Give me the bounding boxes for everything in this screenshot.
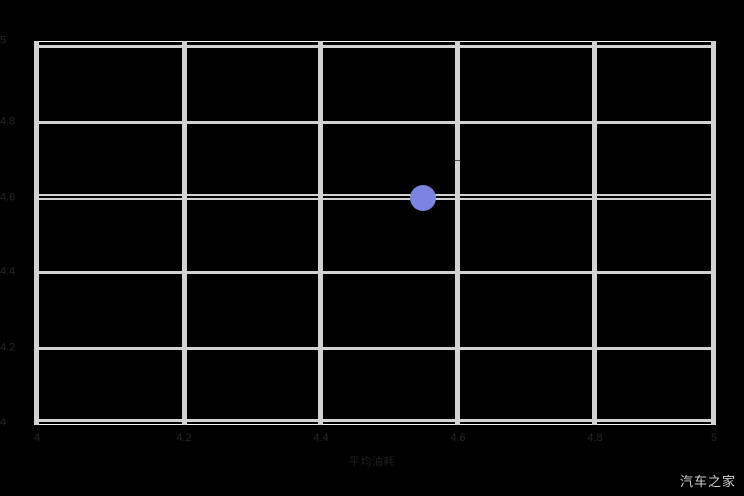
x-tick-label: 4.8 (587, 432, 603, 444)
plot-frame-bottom (34, 424, 716, 425)
gridline-vertical (455, 41, 460, 425)
gridline-vertical (711, 41, 716, 425)
gridline-horizontal (34, 45, 716, 48)
gridline-vertical (182, 41, 187, 425)
gridline-horizontal (34, 194, 716, 200)
y-tick-label: 4 (0, 416, 7, 429)
gridline-horizontal (34, 271, 716, 274)
y-axis-ticks: 5 4.8 4.6 4.4 4.2 4 (0, 0, 30, 496)
plot-area: | (34, 41, 716, 425)
data-point-marker[interactable] (409, 185, 436, 212)
gridline-horizontal (34, 121, 716, 124)
x-tick-label: 4.4 (313, 432, 329, 444)
gridline-vertical (34, 41, 39, 425)
x-tick-label: 4.6 (450, 432, 466, 444)
y-tick-label: 4.4 (0, 265, 16, 278)
y-tick-label: 4.8 (0, 115, 16, 128)
gridline-horizontal (34, 347, 716, 350)
watermark-autohome: 汽车之家 (679, 475, 736, 490)
plot-frame-top (34, 41, 716, 42)
gridline-horizontal (34, 419, 716, 422)
x-axis-title: 平均油耗 (349, 456, 395, 468)
x-tick-label: 4.2 (176, 432, 192, 444)
y-tick-label: 4.2 (0, 341, 16, 354)
x-tick-label: 4 (33, 432, 41, 444)
data-point-annotation: | (452, 159, 463, 161)
gridline-vertical (318, 41, 323, 425)
y-tick-label: 4.6 (0, 191, 16, 204)
x-tick-label: 5 (710, 432, 718, 444)
gridline-vertical (592, 41, 597, 425)
y-tick-label: 5 (0, 34, 7, 47)
